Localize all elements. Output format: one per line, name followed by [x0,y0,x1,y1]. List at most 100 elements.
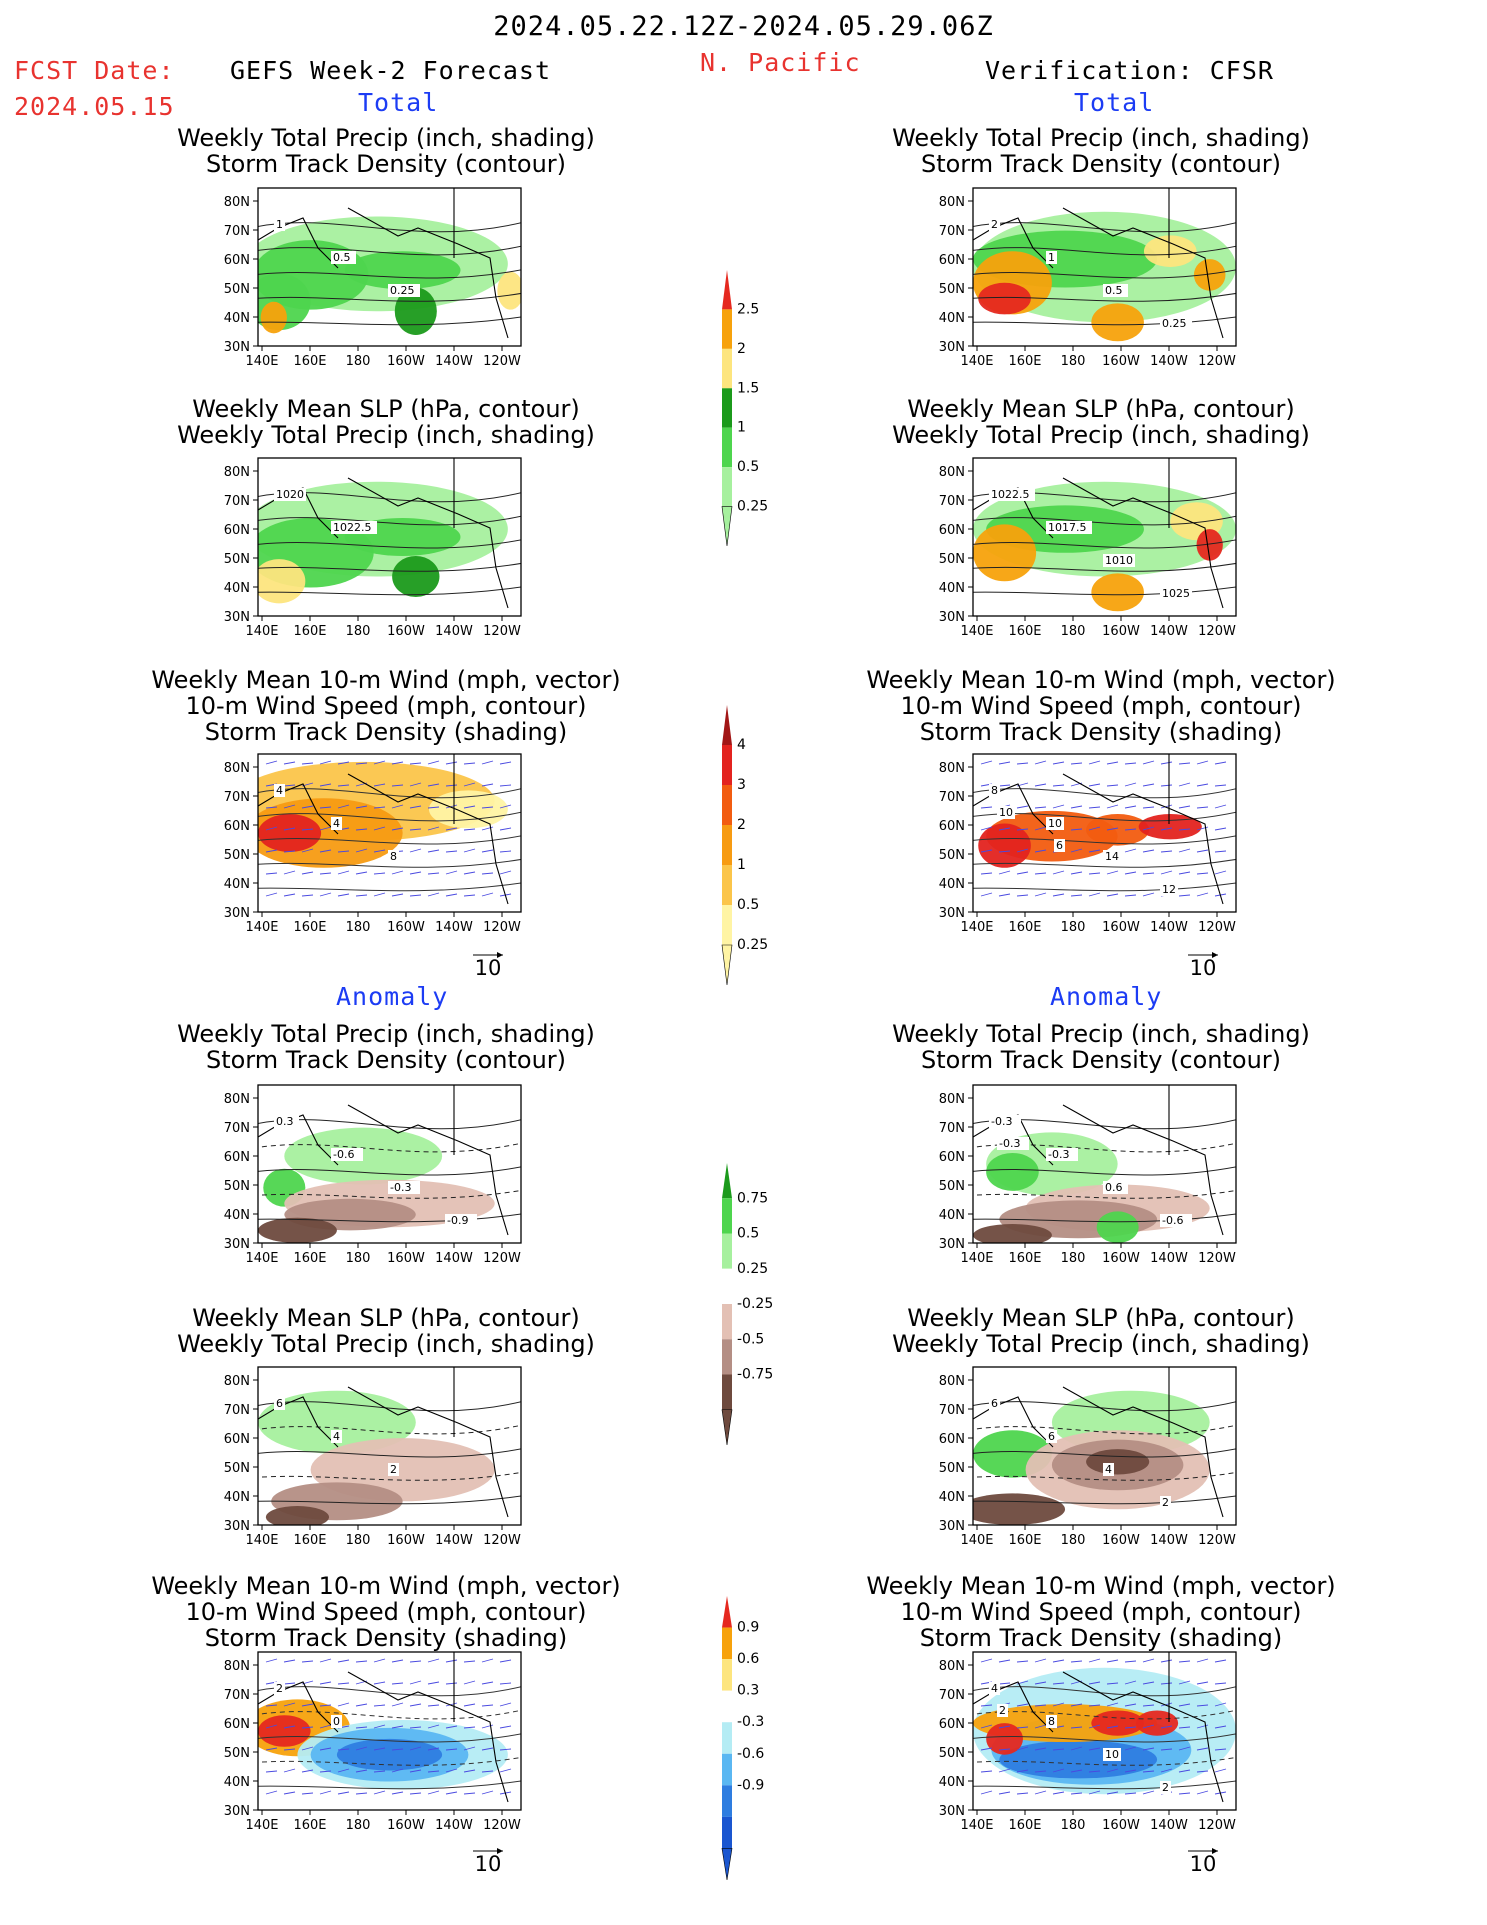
contour-line [258,1424,521,1435]
panel-title-line: 10-m Wind Speed (mph, contour) [185,1598,586,1626]
wind-vector [1106,1659,1119,1663]
lat-tick-label: 60N [939,1432,965,1447]
region-label: N. Pacific [700,48,861,77]
wind-vector [1016,894,1029,897]
wind-vector [1052,784,1065,787]
lon-tick-label: 120W [1198,1818,1236,1833]
wind-vector [409,782,422,787]
contour-label: 1020 [276,488,304,501]
lat-tick-label: 40N [224,1490,250,1505]
colorbar-segment [722,1233,732,1269]
lat-tick-label: 80N [939,1659,965,1674]
wind-vector [373,1704,386,1707]
shading-area [1096,1211,1139,1243]
wind-vector [355,1769,368,1773]
wind-vector [980,806,993,809]
coastline [973,754,1224,905]
wind-vector [445,1791,458,1795]
lat-tick-label: 70N [939,1121,965,1136]
colorbar-label: 0.3 [737,1683,759,1699]
wind-vector [1016,805,1029,809]
colorbar-segment [722,1268,732,1304]
contour-line [973,1709,1236,1720]
wind-vector [427,1704,440,1707]
wind-vector [1196,892,1209,897]
wind-vector [301,1746,314,1751]
lon-tick-label: 180 [346,354,371,369]
lon-tick-label: 160E [1008,1251,1041,1266]
wind-vector [1106,1791,1119,1795]
wind-vector [499,1748,512,1751]
wind-vector [1034,1790,1047,1795]
contour-line [258,269,521,279]
wind-vector [499,804,512,809]
colorbar-segment [722,388,732,428]
shading-area [973,1493,1066,1525]
wind-vector [409,871,422,875]
wind-vector [283,1748,296,1751]
wind-vector [980,1704,993,1707]
wind-vector [1088,1790,1101,1795]
contour-label: 0.5 [333,251,351,264]
wind-vector [1142,1770,1155,1773]
shading-area [1196,529,1223,561]
wind-vector [319,872,332,875]
wind-vector [1106,784,1119,787]
wind-vector [1142,1658,1155,1663]
wind-vector [301,848,314,853]
vector-reference-label: 10 [475,1852,502,1876]
wind-vector [463,1726,476,1729]
shading-area [1091,303,1144,342]
panel-title-line: Weekly Total Precip (inch, shading) [177,1020,595,1048]
wind-vector [463,1703,476,1707]
wind-vector [355,871,368,875]
wind-vector [1142,806,1155,809]
contour-line [973,269,1236,279]
wind-vector [1070,1769,1083,1773]
wind-vector [409,1792,422,1795]
wind-vector [373,826,386,831]
wind-vector [1196,1658,1209,1663]
shading-area [258,1217,337,1243]
wind-vector [1034,1724,1047,1729]
coastline [258,1367,509,1518]
wind-vector [1124,894,1137,897]
lon-tick-label: 160E [1008,920,1041,935]
wind-vector [409,1746,422,1751]
lon-tick-label: 180 [346,1251,371,1266]
shading-area [986,1152,1039,1191]
contour-label: 4 [991,1682,998,1695]
lon-tick-label: 160E [1008,1533,1041,1548]
wind-vector [301,805,314,809]
colorbar-segment [722,785,732,825]
panel-title-line: 10-m Wind Speed (mph, contour) [900,692,1301,720]
wind-vector [1052,1702,1065,1707]
contour-line [258,539,521,549]
wind-vector [1178,1769,1191,1773]
lat-tick-label: 70N [224,1121,250,1136]
wind-vector [1016,762,1029,765]
lon-tick-label: 140W [435,624,473,639]
lat-tick-label: 40N [224,581,250,596]
wind-vector [1196,849,1209,853]
colorbar-precip_total: 2.5 2 1.5 1 0.5 0.25 [721,270,768,547]
contour-label: 10 [999,806,1013,819]
lat-tick-label: 80N [224,465,250,480]
wind-vector [337,1748,350,1751]
wind-vector [998,893,1011,897]
wind-vector [998,1748,1011,1751]
shading-area [428,790,508,829]
wind-vector [355,805,368,809]
contour-line [973,562,1236,572]
colorbar-precip_anom: 0.75 0.5 0.25 -0.25 -0.5 -0.75 [721,1163,773,1446]
wind-vector [409,894,422,897]
colorbar-label: -0.5 [737,1331,764,1347]
map-panel-left-anom-precip-storm: Weekly Total Precip (inch, shading)Storm… [177,1020,595,1266]
wind-vector [499,850,512,853]
wind-vector [445,1682,458,1685]
wind-vector [445,761,458,765]
wind-vector [265,1704,278,1707]
wind-vector [283,893,296,897]
contour-label: 1010 [1105,554,1133,567]
contour-label: 14 [1105,850,1119,863]
